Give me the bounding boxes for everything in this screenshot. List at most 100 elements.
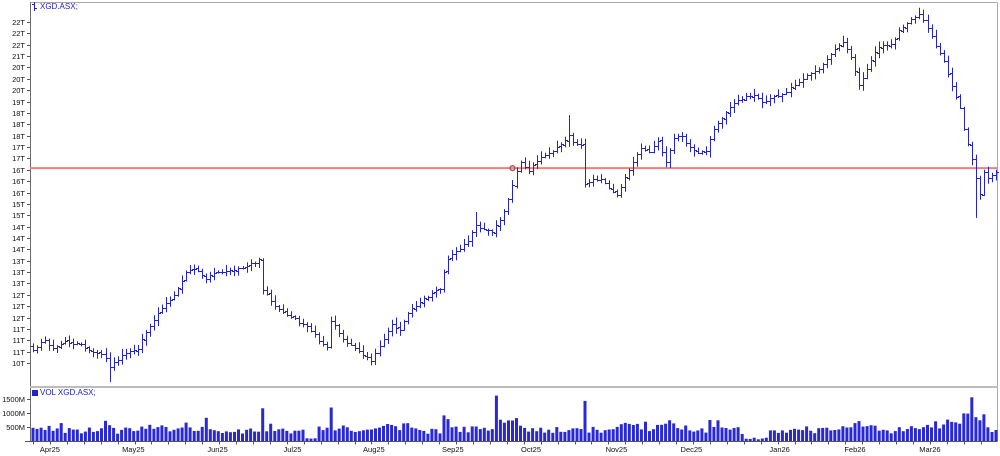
price-tick-label: 19T (12, 98, 25, 107)
volume-bar (426, 433, 430, 441)
volume-bar (349, 430, 353, 441)
volume-bar (950, 421, 954, 441)
volume-bar (744, 438, 748, 441)
volume-bar (930, 427, 933, 441)
volume-bar (498, 419, 502, 441)
volume-bar (466, 432, 470, 441)
volume-bar (917, 429, 921, 441)
volume-bar (494, 395, 498, 441)
volume-bar (780, 430, 784, 441)
trendline-marker[interactable] (509, 165, 516, 172)
volume-bar (51, 430, 55, 441)
volume-bar (946, 419, 950, 441)
volume-bar (934, 421, 938, 441)
volume-bar (938, 428, 942, 441)
price-tick-label: 14T (12, 223, 25, 232)
volume-bar (398, 430, 402, 441)
ohlc-series (31, 7, 999, 382)
volume-bar (740, 434, 744, 441)
volume-bar (829, 430, 833, 441)
volume-bar (148, 424, 152, 441)
volume-bar (353, 432, 357, 441)
price-series-legend[interactable]: XGD.ASX; (32, 2, 78, 11)
volume-bar (305, 438, 309, 441)
volume-bar (776, 432, 780, 441)
volume-bar (140, 426, 144, 441)
volume-bar (168, 431, 172, 441)
volume-bar (756, 439, 760, 441)
volume-bar (39, 427, 43, 441)
volume-tick-label: 1500M (2, 395, 25, 404)
volume-bar (507, 420, 510, 441)
volume-bar (200, 426, 204, 441)
volume-bar (390, 424, 394, 441)
volume-bar (184, 422, 188, 441)
volume-bar (680, 429, 684, 441)
volume-bar (893, 431, 897, 441)
volume-bar (676, 428, 680, 441)
volume-bar (361, 430, 365, 441)
volume-bar (764, 437, 768, 441)
volume-series-legend[interactable]: VOL XGD.ASX; (32, 389, 96, 397)
volume-bar (712, 427, 716, 441)
volume-bar (386, 424, 390, 441)
volume-bar (579, 429, 583, 441)
volume-bar (281, 428, 285, 441)
ohlc-close-ticks (33, 14, 999, 368)
volume-bar (365, 429, 369, 441)
volume-bar (257, 431, 261, 441)
volume-bar (410, 427, 414, 441)
volume-bar (817, 428, 821, 441)
volume-bar (958, 423, 962, 441)
volume-bar (241, 433, 244, 441)
volume-bar (656, 424, 659, 441)
volume-bar (333, 430, 337, 441)
volume-bar (144, 428, 148, 441)
volume-y-axis: 1500M 1000M 500M (2, 395, 30, 432)
volume-bar (889, 433, 893, 441)
volume-bar (188, 427, 192, 441)
volume-bar (559, 431, 563, 441)
volume-bar (192, 431, 196, 441)
volume-bar (434, 429, 438, 441)
volume-bar (228, 432, 232, 441)
ohlc-range-lines (33, 7, 997, 382)
volume-bar (71, 429, 75, 441)
volume-bar (458, 431, 462, 441)
volume-bar (724, 428, 728, 441)
month-label: Sep25 (442, 445, 464, 454)
volume-bar (511, 420, 514, 441)
volume-bar (652, 429, 655, 441)
volume-bar (31, 427, 35, 441)
ohlc-open-ticks (31, 14, 997, 368)
volume-bar (442, 415, 446, 441)
ohlc-bar-icon (32, 2, 38, 11)
volume-bar (913, 428, 917, 441)
volume-bar (79, 433, 83, 441)
volume-bar (748, 438, 752, 441)
volume-bar (208, 429, 212, 441)
volume-tick-label: 500M (6, 423, 25, 432)
volume-bar (611, 429, 615, 441)
volume-bar (47, 425, 51, 441)
volume-bar (160, 425, 164, 441)
volume-bar (732, 428, 736, 441)
volume-bar (269, 423, 273, 441)
volume-bar (285, 430, 289, 441)
month-label: Jan26 (769, 445, 789, 454)
price-tick-label: 11T (13, 348, 26, 357)
volume-bar (966, 413, 970, 441)
volume-bar (962, 413, 966, 441)
volume-bar (861, 426, 865, 441)
volume-bar (805, 426, 809, 441)
volume-bar (345, 427, 349, 441)
price-tick-label: 12T (12, 291, 25, 300)
volume-bar (382, 425, 385, 441)
volume-bar (519, 425, 522, 441)
volume-bar (535, 431, 539, 441)
volume-bar (700, 428, 704, 441)
volume-bar (224, 431, 228, 441)
price-tick-label: 15T (12, 211, 25, 220)
month-label: Jun25 (207, 445, 227, 454)
